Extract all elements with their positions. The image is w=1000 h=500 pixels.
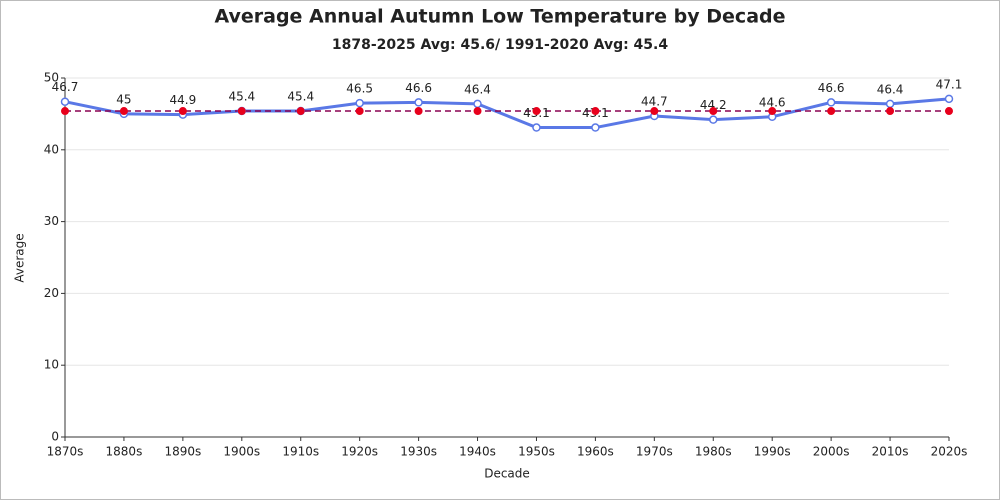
point	[61, 107, 69, 116]
x-tick-label: 1900s	[223, 445, 260, 459]
y-tick-label: 10	[44, 358, 59, 372]
point	[826, 98, 836, 107]
chart-subtitle: 1878-2025 Avg: 45.6/ 1991-2020 Avg: 45.4	[332, 37, 668, 53]
data-label: 45.4	[228, 90, 255, 104]
data-label: 44.2	[700, 98, 727, 112]
data-label: 46.4	[877, 82, 904, 96]
data-label: 46.7	[52, 80, 79, 94]
point	[119, 107, 128, 116]
chart-title: Average Annual Autumn Low Temperature by…	[214, 6, 785, 28]
y-tick-label: 40	[44, 142, 59, 156]
data-label: 46.6	[405, 81, 432, 95]
y-axis-label: Average	[13, 233, 27, 282]
point	[532, 107, 541, 116]
point	[237, 107, 246, 116]
point	[414, 107, 423, 116]
data-label: 44.9	[170, 93, 197, 107]
data-label: 46.6	[818, 81, 845, 95]
x-tick-label: 1930s	[400, 445, 437, 459]
point	[709, 107, 718, 116]
point	[827, 107, 836, 116]
point	[296, 107, 305, 116]
point	[650, 107, 659, 116]
data-label: 44.7	[641, 95, 668, 109]
series-line	[64, 97, 950, 130]
x-tick-label: 2000s	[813, 445, 850, 459]
y-tick-label: 50	[44, 71, 59, 85]
point	[355, 98, 364, 108]
point	[709, 115, 718, 124]
x-tick-label: 1990s	[754, 445, 791, 459]
data-label: 46.4	[464, 82, 491, 96]
x-tick-label: 2020s	[931, 445, 968, 459]
point	[355, 107, 364, 116]
y-tick-label: 0	[51, 430, 59, 444]
y-tick-label: 30	[44, 214, 59, 228]
x-tick-label: 1870s	[47, 445, 84, 459]
point	[60, 97, 70, 106]
x-tick-label: 2010s	[872, 445, 909, 459]
data-label: 44.6	[759, 95, 786, 109]
point	[885, 99, 895, 109]
x-tick-label: 1940s	[459, 445, 496, 459]
x-tick-label: 1960s	[577, 445, 614, 459]
point	[532, 123, 541, 132]
x-tick-label: 1980s	[695, 445, 732, 459]
x-tick-label: 1970s	[636, 445, 673, 459]
data-label: 45.4	[287, 90, 314, 104]
point	[886, 107, 895, 116]
x-tick-label: 1890s	[164, 445, 201, 459]
data-label: 45	[116, 92, 131, 106]
point	[473, 99, 482, 109]
data-label: 46.5	[346, 82, 373, 96]
x-tick-label: 1920s	[341, 445, 378, 459]
y-tick-label: 20	[44, 286, 59, 300]
point	[473, 107, 482, 116]
x-tick-label: 1880s	[106, 445, 143, 459]
point	[945, 107, 953, 116]
point	[768, 107, 777, 116]
point	[591, 107, 600, 116]
point	[414, 98, 423, 107]
x-axis-label: Decade	[484, 467, 530, 481]
x-tick-label: 1950s	[518, 445, 555, 459]
point	[178, 107, 187, 116]
point	[591, 123, 600, 132]
point	[944, 94, 954, 104]
x-tick-label: 1910s	[282, 445, 319, 459]
data-label: 47.1	[936, 77, 963, 91]
